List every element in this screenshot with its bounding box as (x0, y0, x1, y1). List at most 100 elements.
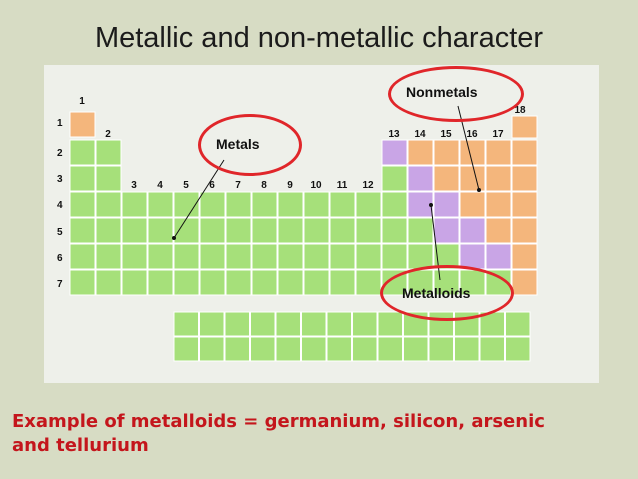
element-cell-metal (277, 217, 304, 244)
group-label-7: 7 (235, 180, 241, 191)
element-cell-metal (303, 269, 330, 296)
element-cell-nonmetal (459, 165, 486, 192)
element-cell-metal (303, 217, 330, 244)
group-label-12: 12 (362, 180, 374, 191)
element-cell-nonmetal (485, 139, 512, 166)
element-cell-metal (173, 191, 200, 218)
element-cell-nonmetal (511, 191, 538, 218)
element-cell-f-block (326, 336, 352, 362)
group-label-1: 1 (79, 96, 85, 107)
element-cell-f-block (199, 311, 225, 337)
element-cell-f-block (250, 336, 276, 362)
element-cell-metal (381, 243, 408, 270)
element-cell-metal (199, 217, 226, 244)
element-cell-nonmetal (511, 243, 538, 270)
element-cell-metal (95, 269, 122, 296)
element-cell-metal (69, 139, 96, 166)
group-label-15: 15 (440, 129, 452, 140)
element-cell-metal (251, 191, 278, 218)
element-cell-metalloid (433, 191, 460, 218)
metals-leader-dot (172, 236, 176, 240)
element-cell-metal (95, 165, 122, 192)
element-cell-metal (329, 217, 356, 244)
element-cell-metal (225, 243, 252, 270)
period-label-5: 5 (57, 227, 63, 238)
element-cell-nonmetal (485, 217, 512, 244)
element-cell-metal (303, 191, 330, 218)
group-label-8: 8 (261, 180, 267, 191)
group-label-3: 3 (131, 180, 137, 191)
element-cell-metal (121, 269, 148, 296)
element-cell-metal (147, 217, 174, 244)
element-cell-metal (303, 243, 330, 270)
metalloids-example-caption: Example of metalloids = germanium, silic… (12, 411, 545, 456)
element-cell-nonmetal (459, 191, 486, 218)
element-cell-metal (147, 269, 174, 296)
period-label-6: 6 (57, 253, 63, 264)
element-cell-metalloid (485, 243, 512, 270)
element-cell-nonmetal (433, 139, 460, 166)
element-cell-f-block (454, 336, 480, 362)
element-cell-f-block (505, 336, 531, 362)
element-cell-metal (381, 165, 408, 192)
element-cell-f-block (275, 311, 301, 337)
element-cell-metal (225, 269, 252, 296)
period-label-7: 7 (57, 279, 63, 290)
element-cell-nonmetal (511, 165, 538, 192)
element-cell-nonmetal (485, 191, 512, 218)
element-cell-f-block (224, 311, 250, 337)
element-cell-nonmetal (511, 115, 538, 139)
element-cell-f-block (428, 336, 454, 362)
element-cell-nonmetal (69, 111, 96, 138)
element-cell-nonmetal (511, 139, 538, 166)
element-cell-metal (329, 243, 356, 270)
element-cell-metal (95, 191, 122, 218)
element-cell-metalloid (459, 243, 486, 270)
element-cell-metal (69, 243, 96, 270)
element-cell-metal (199, 191, 226, 218)
element-cell-metal (199, 243, 226, 270)
group-label-10: 10 (310, 180, 322, 191)
element-cell-metal (95, 243, 122, 270)
element-cell-metal (277, 191, 304, 218)
element-cell-metal (251, 243, 278, 270)
element-cell-metal (121, 191, 148, 218)
group-label-18: 18 (514, 105, 526, 116)
element-cell-f-block (301, 336, 327, 362)
element-cell-metal (225, 217, 252, 244)
element-cell-nonmetal (511, 217, 538, 244)
slide-title: Metallic and non-metallic character (94, 22, 544, 54)
element-cell-f-block (224, 336, 250, 362)
element-cell-metal (355, 269, 382, 296)
group-label-11: 11 (336, 180, 348, 191)
group-label-9: 9 (287, 180, 293, 191)
element-cell-f-block (377, 336, 403, 362)
element-cell-nonmetal (407, 139, 434, 166)
metals-leader-line (173, 159, 225, 239)
metalloids-label: Metalloids (402, 285, 471, 301)
element-cell-metal (407, 217, 434, 244)
group-label-4: 4 (157, 180, 163, 191)
element-cell-metal (69, 165, 96, 192)
element-cell-metal (251, 217, 278, 244)
group-label-17: 17 (492, 129, 504, 140)
group-label-16: 16 (466, 129, 478, 140)
element-cell-metal (69, 191, 96, 218)
element-cell-metal (355, 217, 382, 244)
element-cell-metal (173, 243, 200, 270)
element-cell-f-block (377, 311, 403, 337)
element-cell-metal (95, 217, 122, 244)
nonmetals-highlight-ring (388, 66, 524, 122)
element-cell-f-block (352, 336, 378, 362)
period-label-4: 4 (57, 200, 63, 211)
element-cell-metal (355, 191, 382, 218)
element-cell-metal (381, 217, 408, 244)
element-cell-metal (147, 191, 174, 218)
metalloids-leader-dot (429, 203, 433, 207)
element-cell-metalloid (407, 191, 434, 218)
element-cell-metal (329, 191, 356, 218)
group-label-6: 6 (209, 180, 215, 191)
element-cell-metalloid (381, 139, 408, 166)
